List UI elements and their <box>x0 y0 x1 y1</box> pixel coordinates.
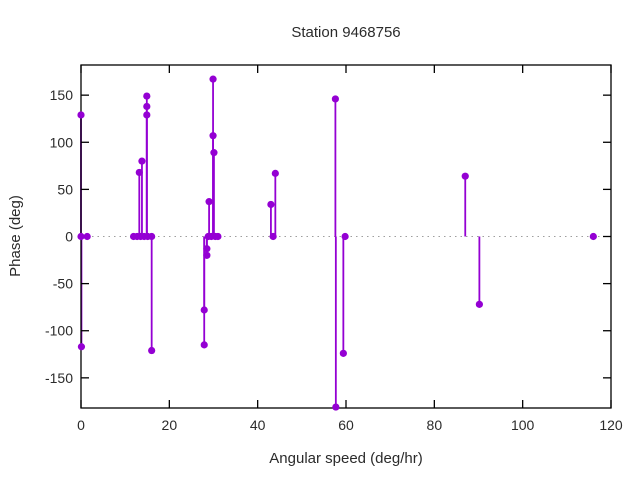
y-axis-label: Phase (deg) <box>7 195 24 277</box>
y-tick-label: 100 <box>50 134 74 150</box>
data-point <box>143 111 151 119</box>
plot-area: 0 20 40 60 80 100 120 -150 -100 -50 0 50 100 150 <box>45 64 623 433</box>
chart-title: Station 9468756 <box>291 24 400 41</box>
data-point <box>148 232 156 241</box>
data-point <box>461 172 469 180</box>
data-point <box>331 95 339 103</box>
x-axis-label: Angular speed (deg/hr) <box>269 450 422 467</box>
data-point <box>341 232 349 241</box>
data-point <box>77 343 86 351</box>
x-tick-label: 20 <box>162 417 178 433</box>
y-tick-label: -150 <box>45 370 73 386</box>
y-tick-label: -50 <box>53 276 73 292</box>
data-point <box>143 102 151 111</box>
y-tick-label: 0 <box>65 229 73 245</box>
x-tick-label: 80 <box>427 417 443 433</box>
x-tick-label: 40 <box>250 417 266 433</box>
data-point <box>475 300 483 308</box>
y-tick-label: 150 <box>50 87 74 103</box>
data-point <box>339 349 347 357</box>
data-point <box>332 403 340 411</box>
data-point <box>203 251 211 259</box>
data-point <box>209 132 217 140</box>
data-point <box>210 149 218 157</box>
data-point <box>214 232 222 241</box>
data-point <box>269 232 277 241</box>
data-point <box>138 157 146 165</box>
data-point <box>200 306 208 314</box>
y-tick-label: 50 <box>57 181 73 197</box>
data-point <box>205 198 213 206</box>
x-tick-label: 120 <box>599 417 623 433</box>
x-tick-label: 100 <box>511 417 535 433</box>
data-point <box>203 245 211 253</box>
data-point <box>209 75 217 83</box>
data-point <box>77 111 85 119</box>
data-point <box>83 232 91 241</box>
data-point <box>77 232 85 241</box>
data-point <box>143 92 151 100</box>
data-point <box>267 200 275 209</box>
data-point <box>148 346 156 355</box>
data-point <box>589 232 597 241</box>
y-tick-label: -100 <box>45 323 73 339</box>
x-tick-label: 60 <box>338 417 354 433</box>
x-tick-label: 0 <box>77 417 85 433</box>
data-point <box>271 169 279 177</box>
data-point <box>200 341 208 349</box>
data-point <box>135 168 143 177</box>
